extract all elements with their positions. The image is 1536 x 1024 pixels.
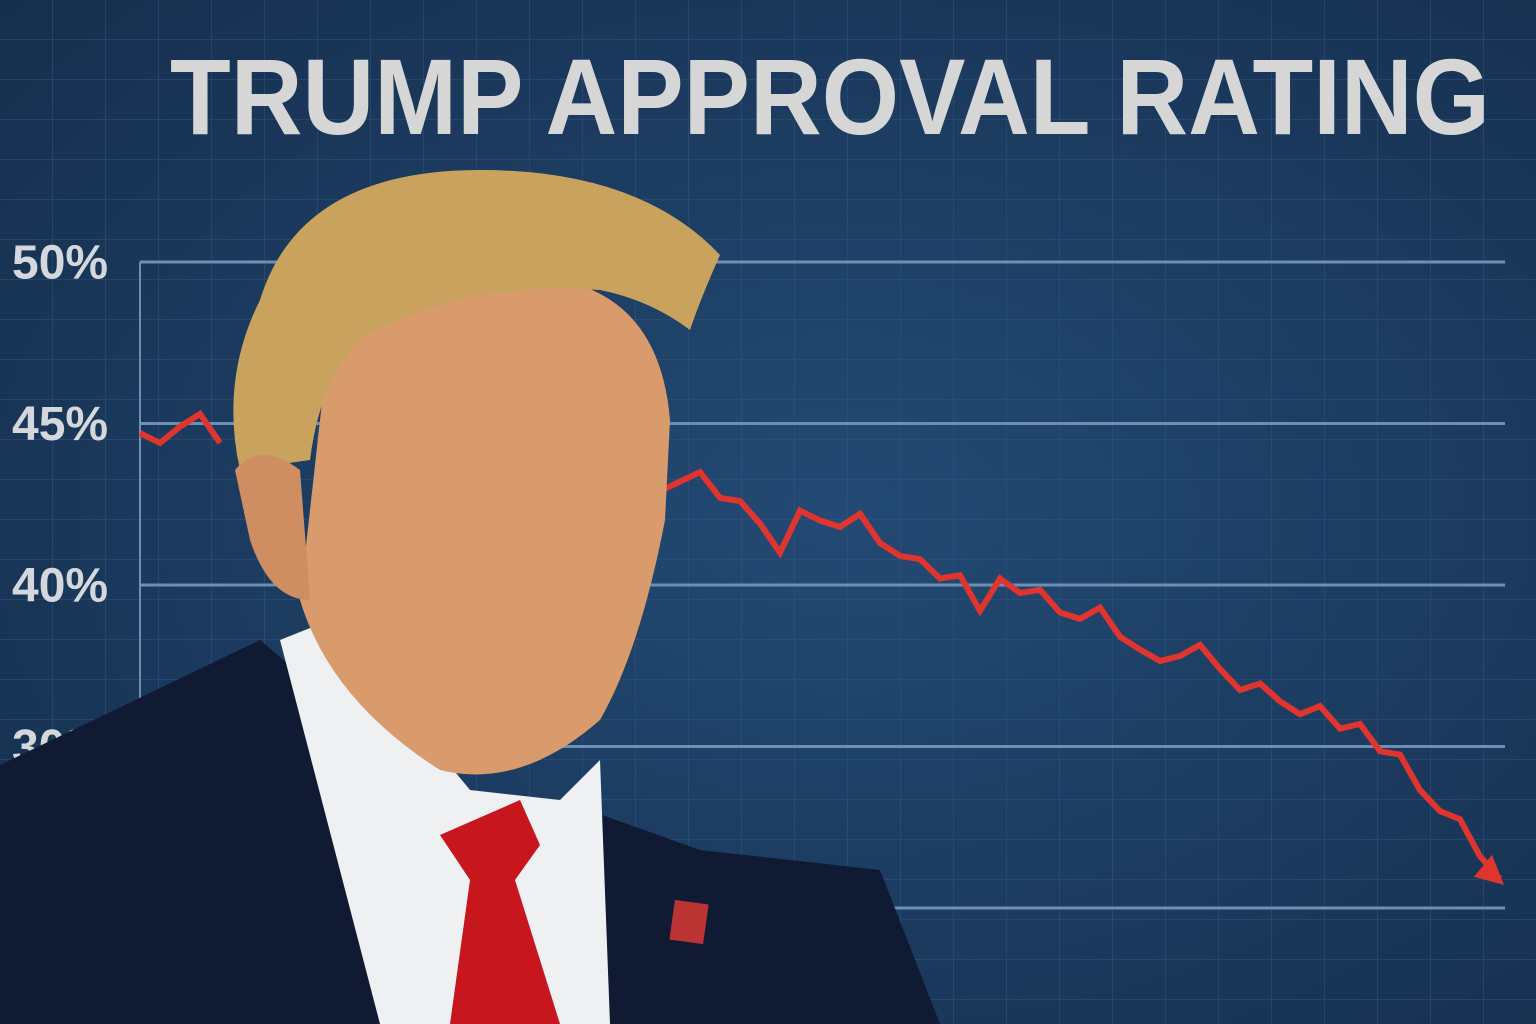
chart-title: TRUMP APPROVAL RATING [170,36,1490,157]
hair [233,170,721,470]
person [0,170,940,1024]
arrow-head [1474,854,1504,885]
tie [440,800,560,1024]
flag-pin [669,899,709,945]
y-tick-label: 45% [12,398,108,451]
face [300,275,670,775]
y-tick-label: 50% [12,237,108,290]
y-tick-label: 40% [12,560,108,613]
ear [235,455,310,600]
approval-line [138,409,1503,881]
